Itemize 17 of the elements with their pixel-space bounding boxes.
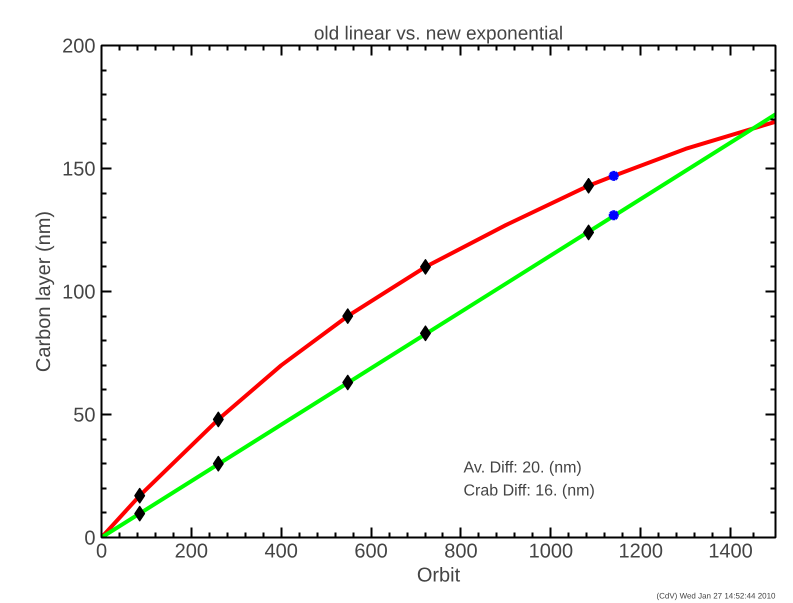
- y-tick-label: 200: [62, 36, 96, 58]
- annotation: Av. Diff: 20. (nm): [464, 460, 582, 476]
- x-axis-title: Orbit: [416, 564, 461, 586]
- x-tick-label: 1400: [708, 540, 753, 562]
- text: (CdV) Wed Jan 27 14:52:44 2010: [656, 592, 776, 600]
- y-tick-label: 150: [62, 158, 96, 180]
- y-tick-label: 50: [73, 404, 96, 426]
- x-tick-label: 400: [264, 540, 298, 562]
- y-axis-title: Carbon layer (nm): [33, 210, 56, 372]
- x-tick-label: 1000: [528, 540, 574, 562]
- annotation: Crab Diff: 16. (nm): [464, 482, 595, 500]
- x-tick-label: 1200: [618, 540, 663, 562]
- y-tick-label: 100: [62, 282, 96, 304]
- x-tick-label: 800: [444, 540, 478, 562]
- x-tick-label: 200: [174, 540, 208, 562]
- chart-title: old linear vs. new exponential: [314, 24, 564, 44]
- x-tick-label: 600: [354, 540, 388, 562]
